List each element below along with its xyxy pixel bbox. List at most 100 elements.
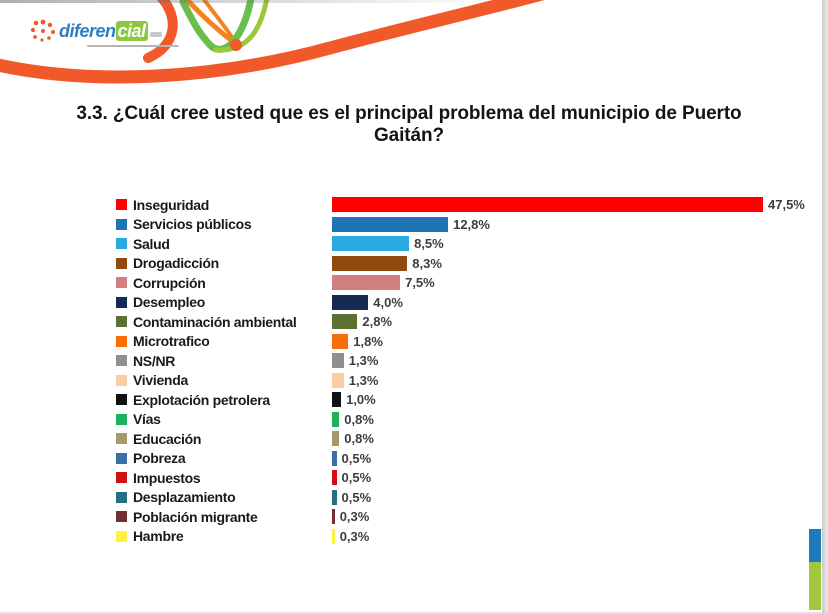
bar xyxy=(332,411,340,427)
legend-entry: Desempleo xyxy=(116,294,332,310)
value-label: 0,3% xyxy=(339,528,370,544)
legend-label: Microtrafico xyxy=(133,333,210,350)
bar-area: 0,8% xyxy=(332,411,374,427)
bar xyxy=(332,314,358,330)
bar-area: 0,3% xyxy=(332,509,370,525)
legend-entry: Inseguridad xyxy=(116,197,332,213)
value-label: 0,8% xyxy=(344,431,374,447)
chart-row: Hambre 0,3% xyxy=(116,527,805,547)
legend-label: Salud xyxy=(133,235,170,252)
orange-dot-icon xyxy=(230,39,242,51)
legend-label: NS/NR xyxy=(133,352,176,369)
legend-label: Educación xyxy=(133,430,202,447)
legend-label: Corrupción xyxy=(133,274,206,291)
bar-area: 7,5% xyxy=(332,275,435,291)
chart-row: Vías 0,8% xyxy=(116,410,805,430)
value-label: 7,5% xyxy=(405,275,435,291)
bar xyxy=(332,216,449,232)
chart-row: NS/NR 1,3% xyxy=(116,351,805,371)
bar xyxy=(332,294,369,310)
green-curve-icon xyxy=(179,0,255,53)
bar xyxy=(332,450,337,466)
chart-row: Población migrante 0,3% xyxy=(116,507,805,527)
strip-blue xyxy=(809,529,821,562)
bar xyxy=(332,528,335,544)
legend-swatch xyxy=(116,218,127,230)
value-label: 1,3% xyxy=(348,353,379,369)
legend-label: Drogadicción xyxy=(133,255,219,272)
legend-swatch xyxy=(116,355,127,367)
chart-row: Desempleo 4,0% xyxy=(116,293,805,313)
bar-area: 4,0% xyxy=(332,294,403,310)
chart-row: Inseguridad 47,5% xyxy=(116,195,805,215)
legend-entry: Hambre xyxy=(116,528,332,544)
logo-tagline xyxy=(87,45,179,47)
legend-swatch xyxy=(116,238,127,250)
bar xyxy=(332,489,337,505)
bar-area: 2,8% xyxy=(332,314,393,330)
legend-swatch xyxy=(116,413,127,425)
bar xyxy=(332,197,763,213)
value-label: 1,8% xyxy=(353,333,383,349)
bar-area: 47,5% xyxy=(332,197,805,213)
bar-area: 1,0% xyxy=(332,392,376,408)
bar-chart: Inseguridad 47,5% Servicios públicos 12,8% S… xyxy=(116,195,805,546)
bar xyxy=(332,236,410,252)
logo-text-accent: cial xyxy=(115,21,148,41)
bar xyxy=(332,333,349,349)
legend-entry: Impuestos xyxy=(116,470,332,486)
corner-accent-strip xyxy=(809,529,821,610)
legend-entry: Población migrante xyxy=(116,509,332,525)
chart-row: Desplazamiento 0,5% xyxy=(116,488,805,508)
legend-entry: Vivienda xyxy=(116,372,332,388)
bar-area: 1,3% xyxy=(332,353,379,369)
legend-label: Desempleo xyxy=(133,294,205,311)
bar xyxy=(332,509,335,525)
legend-label: Pobreza xyxy=(133,450,186,467)
bar-area: 0,5% xyxy=(332,450,371,466)
value-label: 0,5% xyxy=(341,470,372,486)
legend-label: Población migrante xyxy=(133,508,258,525)
legend-entry: Educación xyxy=(116,431,332,447)
chart-row: Contaminación ambiental 2,8% xyxy=(116,312,805,332)
chart-row: Servicios públicos 12,8% xyxy=(116,215,805,235)
logo-suffix xyxy=(149,32,162,37)
bar-area: 12,8% xyxy=(332,216,490,232)
legend-entry: NS/NR xyxy=(116,353,332,369)
legend-label: Desplazamiento xyxy=(133,489,236,506)
chart-row: Educación 0,8% xyxy=(116,429,805,449)
legend-swatch xyxy=(116,394,127,406)
legend-swatch xyxy=(116,433,127,445)
value-label: 8,3% xyxy=(412,255,442,271)
legend-entry: Salud xyxy=(116,236,332,252)
bar-area: 0,5% xyxy=(332,470,372,486)
legend-label: Impuestos xyxy=(133,469,201,486)
header-decoration xyxy=(0,0,545,84)
legend-label: Vías xyxy=(133,411,161,428)
value-label: 12,8% xyxy=(453,216,490,232)
chart-row: Drogadicción 8,3% xyxy=(116,254,805,274)
legend-entry: Contaminación ambiental xyxy=(116,314,332,330)
bar xyxy=(332,470,337,486)
logo: diferen cial xyxy=(30,19,179,47)
value-label: 8,5% xyxy=(414,236,444,252)
value-label: 0,3% xyxy=(339,509,370,525)
bar-area: 0,5% xyxy=(332,489,371,505)
logo-wordmark: diferen cial xyxy=(59,21,179,41)
chart-row: Salud 8,5% xyxy=(116,234,805,254)
value-label: 2,8% xyxy=(362,314,393,330)
bar xyxy=(332,275,401,291)
bar-area: 8,5% xyxy=(332,236,444,252)
bar-area: 8,3% xyxy=(332,255,442,271)
legend-entry: Vías xyxy=(116,411,332,427)
bar xyxy=(332,392,342,408)
bar xyxy=(332,353,344,369)
legend-entry: Explotación petrolera xyxy=(116,392,332,408)
value-label: 47,5% xyxy=(768,197,805,213)
strip-green xyxy=(809,562,821,610)
bar-area: 1,3% xyxy=(332,372,379,388)
photo-edge-bottom xyxy=(0,611,828,614)
bar xyxy=(332,431,340,447)
legend-label: Explotación petrolera xyxy=(133,391,270,408)
value-label: 1,3% xyxy=(348,372,379,388)
